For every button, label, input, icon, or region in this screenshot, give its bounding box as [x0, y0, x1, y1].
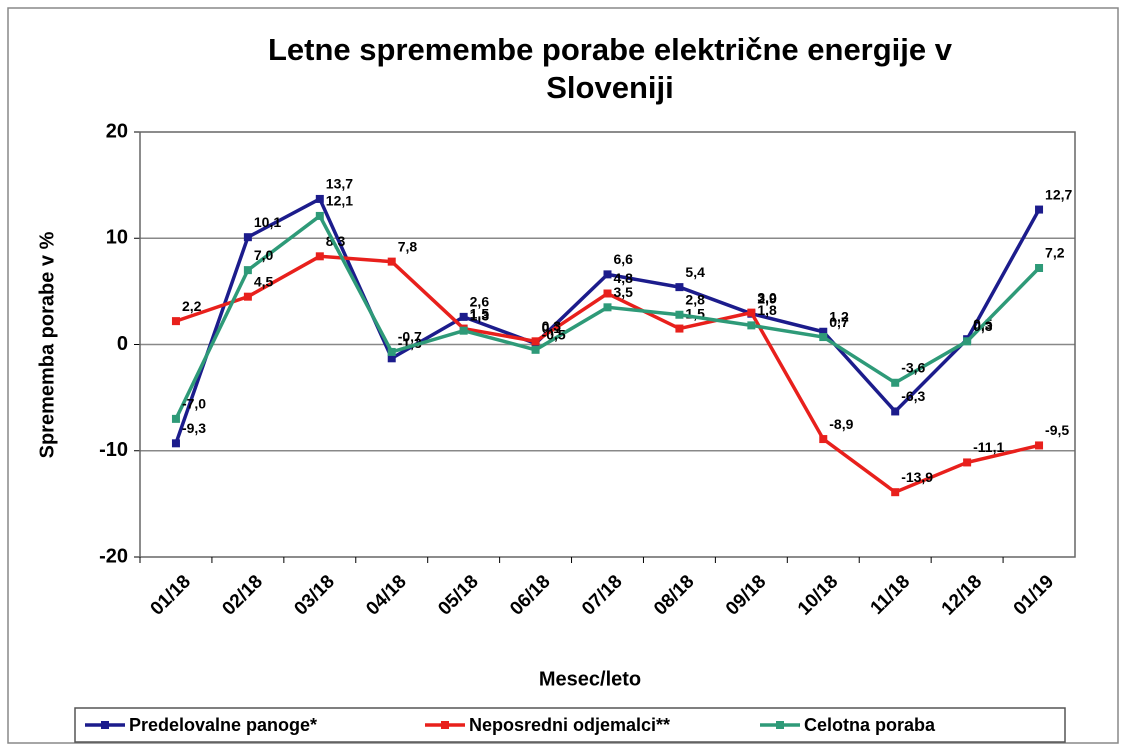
- y-tick-label: -10: [99, 439, 128, 461]
- title-text-line: Sloveniji: [546, 70, 673, 105]
- point-marker: [459, 312, 468, 321]
- chart-title: Letne spremembe porabe električne energi…: [268, 32, 953, 105]
- point-marker: [243, 233, 252, 242]
- y-axis-label: Sprememba porabe v %: [36, 231, 58, 458]
- data-label: 7,2: [1045, 245, 1065, 261]
- data-label: -0,7: [398, 329, 422, 345]
- legend-label: Predelovalne panoge*: [129, 715, 317, 735]
- point-marker: [891, 407, 900, 416]
- plot-area: [139, 131, 1076, 558]
- data-label: 4,8: [614, 270, 634, 286]
- point-marker: [315, 211, 324, 220]
- data-label: 1,5: [470, 305, 490, 321]
- point-marker: [963, 337, 972, 346]
- point-marker: [963, 458, 972, 467]
- point-marker: [603, 289, 612, 298]
- point-marker: [171, 317, 180, 326]
- data-label: -0,5: [542, 327, 566, 343]
- frame: [7, 7, 1119, 744]
- point-marker: [675, 283, 684, 292]
- point-marker: [603, 303, 612, 312]
- point-marker: [819, 333, 828, 342]
- point-marker: [243, 266, 252, 275]
- point-marker: [675, 310, 684, 319]
- data-label: 0,3: [973, 318, 993, 334]
- point-marker: [603, 270, 612, 279]
- point-marker: [531, 337, 540, 346]
- point-marker: [747, 321, 756, 330]
- point-marker: [387, 354, 396, 363]
- data-label: 2,6: [470, 294, 490, 310]
- data-label: 2,8: [685, 291, 705, 307]
- data-label: -3,6: [901, 359, 925, 375]
- data-label: 1,8: [757, 302, 777, 318]
- data-label: 10,1: [254, 214, 281, 230]
- data-label: 2,2: [182, 298, 202, 314]
- point-marker: [819, 435, 828, 444]
- point-marker: [315, 252, 324, 261]
- point-marker: [891, 488, 900, 497]
- point-marker: [387, 347, 396, 356]
- point-marker: [675, 324, 684, 333]
- legend-marker: [441, 721, 449, 729]
- legend-box: [74, 707, 1066, 743]
- data-label: 12,7: [1045, 186, 1072, 202]
- data-label: 1,3: [470, 307, 490, 323]
- point-marker: [243, 292, 252, 301]
- point-marker: [171, 414, 180, 423]
- point-marker: [891, 378, 900, 387]
- y-tick-label: 10: [106, 227, 128, 249]
- data-label: 3,0: [757, 289, 777, 305]
- point-marker: [819, 327, 828, 336]
- data-label: 5,4: [685, 264, 705, 280]
- data-label: -6,3: [901, 388, 925, 404]
- y-tick-label: -20: [99, 545, 128, 567]
- data-label: 13,7: [326, 176, 353, 192]
- data-label: -9,5: [1045, 422, 1069, 438]
- data-label: -11,1: [973, 439, 1004, 455]
- data-label: 2,9: [757, 290, 777, 306]
- point-marker: [459, 326, 468, 335]
- point-marker: [387, 257, 396, 266]
- data-label: 1,2: [829, 308, 849, 324]
- point-marker: [1035, 264, 1044, 272]
- data-label: 0,7: [829, 314, 849, 330]
- data-label: 3,5: [614, 284, 634, 300]
- data-label: -13,9: [901, 469, 933, 485]
- point-marker: [1035, 441, 1044, 450]
- x-axis-label: Mesec/leto: [539, 668, 641, 690]
- legend-marker: [776, 721, 784, 729]
- point-marker: [171, 439, 180, 448]
- legend-label: Neposredni odjemalci**: [469, 715, 670, 735]
- data-label: 12,1: [326, 193, 353, 209]
- data-label: 0,3: [542, 318, 562, 334]
- y-tick-label: 0: [117, 333, 128, 355]
- point-marker: [1035, 205, 1044, 214]
- legend-marker: [101, 721, 109, 729]
- y-tick-label: 20: [106, 120, 128, 142]
- data-label: 6,6: [614, 251, 634, 267]
- point-marker: [531, 345, 540, 354]
- point-marker: [315, 194, 324, 203]
- data-label: -7,0: [182, 396, 206, 412]
- data-label: 7,8: [398, 238, 418, 254]
- point-marker: [747, 308, 756, 317]
- data-label: -9,3: [182, 420, 206, 436]
- title-text: Letne spremembe porabe električne energi…: [268, 32, 953, 67]
- data-label: -8,9: [829, 416, 853, 432]
- data-label: 4,5: [254, 273, 274, 289]
- legend-label: Celotna poraba: [804, 715, 936, 735]
- data-label: 7,0: [254, 247, 274, 263]
